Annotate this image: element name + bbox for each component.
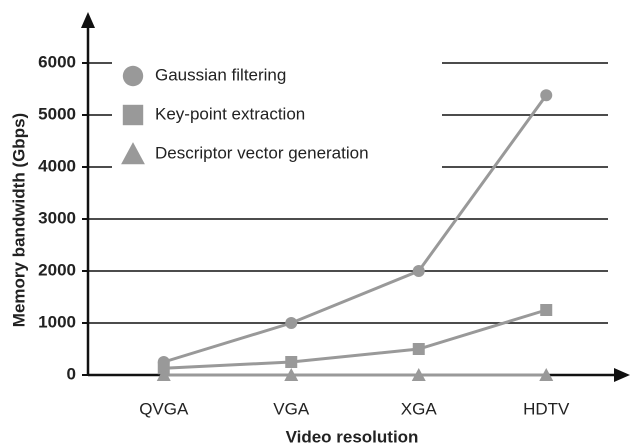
x-axis-arrow bbox=[614, 368, 630, 382]
point bbox=[411, 368, 426, 381]
point bbox=[412, 265, 425, 277]
legend: Gaussian filtering Key-point extraction De… bbox=[112, 58, 442, 176]
legend-label: Descriptor vector generation bbox=[155, 143, 369, 162]
legend-label: Gaussian filtering bbox=[155, 65, 286, 84]
x-tick-label: QVGA bbox=[139, 399, 189, 418]
y-tick-label: 1000 bbox=[38, 312, 76, 331]
point bbox=[412, 343, 425, 355]
x-tick-label: HDTV bbox=[523, 399, 570, 418]
y-axis-label: Memory bandwidth (Gbps) bbox=[9, 113, 28, 327]
series-line bbox=[163, 94, 548, 364]
x-tick-label: XGA bbox=[401, 399, 438, 418]
legend-label: Key-point extraction bbox=[155, 104, 305, 123]
point bbox=[540, 304, 553, 316]
point bbox=[285, 356, 298, 368]
point bbox=[122, 104, 144, 126]
point bbox=[539, 368, 554, 381]
point bbox=[284, 368, 299, 381]
point bbox=[285, 317, 298, 329]
point bbox=[121, 142, 145, 165]
y-tick-label: 3000 bbox=[38, 208, 76, 227]
y-tick-label: 6000 bbox=[38, 52, 76, 71]
point bbox=[540, 89, 553, 102]
y-tick-label: 2000 bbox=[38, 260, 76, 279]
y-tick-label: 5000 bbox=[38, 104, 76, 123]
y-tick-label: 0 bbox=[67, 364, 76, 383]
point bbox=[122, 65, 144, 87]
x-tick-label: VGA bbox=[273, 399, 310, 418]
y-tick-label: 4000 bbox=[38, 156, 76, 175]
y-axis-arrow bbox=[81, 12, 95, 28]
x-axis-label: Video resolution bbox=[286, 427, 419, 446]
legend-box bbox=[112, 58, 442, 176]
series-line bbox=[163, 308, 547, 370]
point bbox=[156, 368, 171, 381]
